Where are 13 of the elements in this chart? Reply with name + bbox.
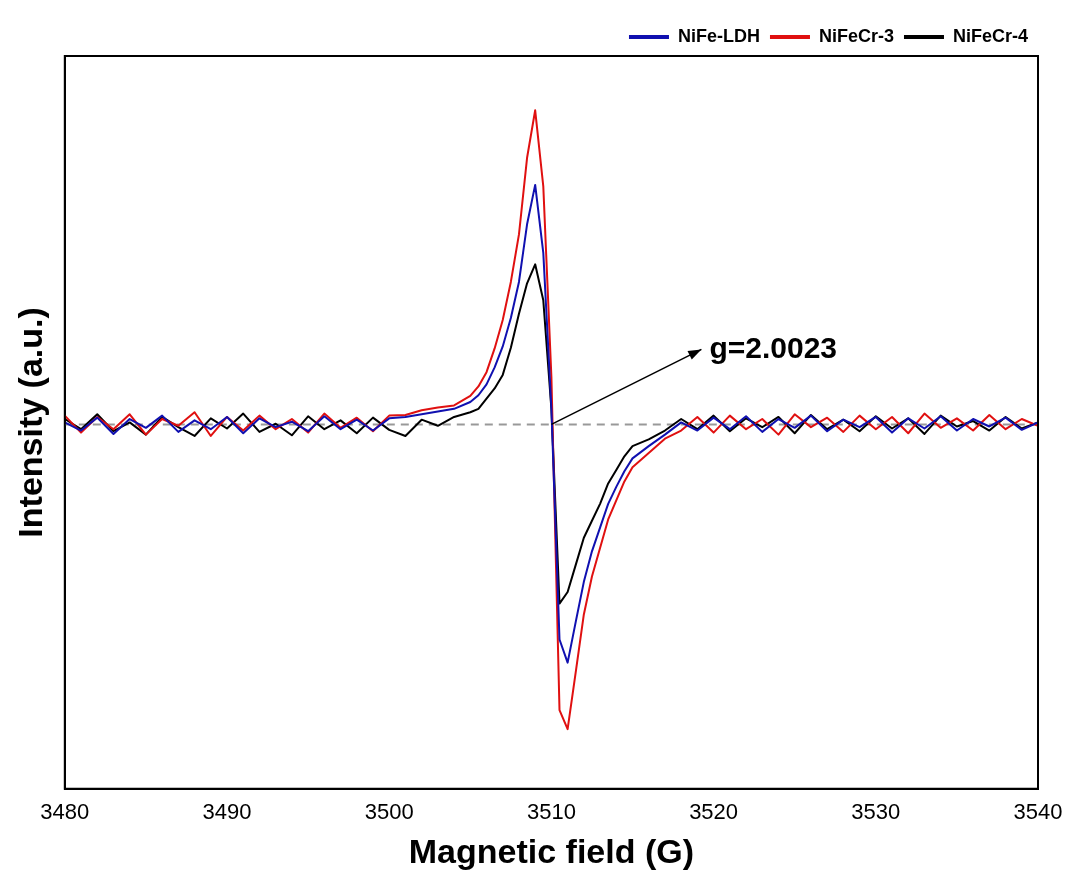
x-tick-label: 3490 — [202, 799, 252, 825]
x-tick-label: 3500 — [364, 799, 414, 825]
y-axis-title: Intensity (a.u.) — [10, 307, 49, 538]
legend-label: NiFeCr-4 — [952, 25, 1028, 46]
x-axis-title: Magnetic field (G) — [408, 831, 695, 870]
x-tick-label: 3540 — [1013, 799, 1063, 825]
legend-label: NiFeCr-3 — [818, 25, 894, 46]
x-tick-label: 3520 — [689, 799, 739, 825]
annotation: g=2.0023 — [709, 330, 838, 364]
legend-label: NiFe-LDH — [677, 25, 760, 46]
x-tick-label: 3510 — [526, 799, 576, 825]
x-tick-label: 3530 — [851, 799, 901, 825]
x-tick-label: 3480 — [40, 799, 90, 825]
